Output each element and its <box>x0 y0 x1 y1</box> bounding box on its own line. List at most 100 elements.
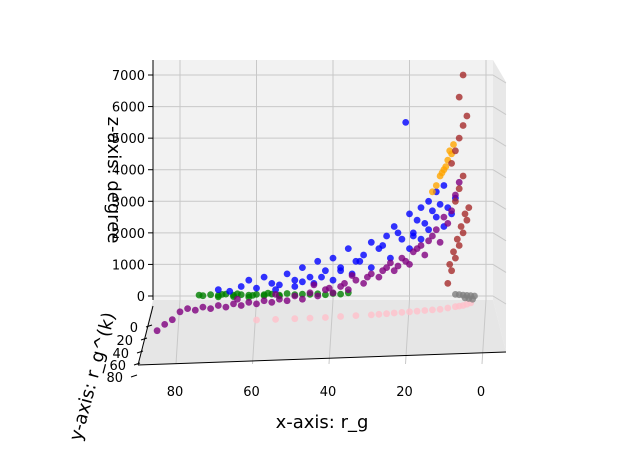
data-point <box>421 307 429 314</box>
data-point <box>214 302 222 309</box>
data-point <box>417 242 425 249</box>
data-point <box>461 294 469 302</box>
data-point <box>453 235 461 243</box>
data-point <box>436 201 444 208</box>
data-point <box>253 300 260 308</box>
data-points <box>153 71 478 335</box>
data-point <box>322 267 329 275</box>
y-tick-label: 80 <box>106 371 123 386</box>
y-tick-label: 60 <box>109 359 126 374</box>
grid-line-side <box>492 106 507 115</box>
data-point <box>325 284 333 292</box>
x-axis-label: x-axis: r_g <box>276 412 369 433</box>
z-tick-label: 0 <box>137 290 145 305</box>
data-point <box>272 286 279 294</box>
data-point <box>463 112 471 120</box>
grid-line-side <box>492 264 507 273</box>
data-point <box>429 188 436 196</box>
data-point <box>299 264 306 271</box>
data-point <box>337 267 344 275</box>
data-point <box>402 119 410 126</box>
z-tick-label: 1000 <box>112 258 145 273</box>
data-point <box>421 251 429 259</box>
data-point <box>448 267 455 275</box>
series-group <box>153 178 463 335</box>
data-point <box>283 297 291 305</box>
data-point <box>337 290 344 298</box>
data-point <box>394 262 402 270</box>
data-point <box>245 276 253 284</box>
tick-labels: 80 60 40 20 00100020003000400050006000700002… <box>106 69 485 400</box>
data-point <box>398 235 406 243</box>
data-point <box>222 303 230 311</box>
grid-line-floor <box>481 299 487 365</box>
data-point <box>184 305 192 312</box>
data-point <box>387 254 394 262</box>
data-point <box>237 302 245 309</box>
data-point <box>459 229 467 237</box>
data-point <box>379 267 387 275</box>
data-point <box>367 264 375 271</box>
data-point <box>161 321 169 328</box>
z-tick-label: 5000 <box>112 132 145 147</box>
data-point <box>387 259 394 267</box>
data-point <box>452 303 459 311</box>
data-point <box>283 270 291 278</box>
data-point <box>455 93 463 101</box>
data-point <box>452 147 459 155</box>
data-point <box>406 308 413 316</box>
data-point <box>367 238 375 246</box>
data-point <box>425 197 432 205</box>
data-point <box>260 273 268 281</box>
data-point <box>360 280 367 287</box>
series-group <box>444 71 473 287</box>
data-point <box>337 313 344 320</box>
data-point <box>432 226 440 234</box>
y-tick-label: 20 <box>116 334 133 349</box>
data-point <box>440 213 448 221</box>
data-point <box>322 291 329 299</box>
data-point <box>459 71 467 79</box>
data-point <box>329 254 337 262</box>
series-group <box>195 289 352 301</box>
data-point <box>364 273 371 281</box>
data-point <box>455 242 463 249</box>
data-point <box>452 197 459 205</box>
data-point <box>168 316 176 324</box>
data-point <box>413 216 421 224</box>
data-point <box>291 315 299 323</box>
data-point <box>226 287 234 295</box>
floor-pane <box>138 300 506 365</box>
data-point <box>207 305 215 312</box>
data-point <box>268 298 276 306</box>
data-point <box>383 232 390 240</box>
data-point <box>450 141 457 148</box>
z-axis-label: z-axis: degree <box>103 117 124 244</box>
data-point <box>356 257 364 265</box>
data-point <box>429 232 436 240</box>
data-point <box>432 182 440 189</box>
data-point <box>383 310 390 318</box>
data-point <box>446 261 454 268</box>
y-tick-mark <box>133 362 141 366</box>
series-group <box>452 291 478 303</box>
data-point <box>291 283 299 290</box>
data-point <box>444 220 452 227</box>
data-point <box>394 229 402 237</box>
data-point <box>306 314 314 322</box>
data-point <box>455 134 463 142</box>
series-group <box>253 299 475 324</box>
data-point <box>455 178 463 186</box>
z-tick-label: 7000 <box>112 69 145 84</box>
data-point <box>438 169 446 177</box>
data-point <box>461 210 469 218</box>
data-point <box>446 147 454 155</box>
data-point <box>409 232 417 240</box>
y-tick-mark <box>130 374 138 378</box>
y-tick-label: 40 <box>112 347 129 362</box>
data-point <box>199 292 207 300</box>
data-point <box>299 290 306 298</box>
data-point <box>429 207 436 215</box>
z-tick-label: 4000 <box>112 164 145 179</box>
